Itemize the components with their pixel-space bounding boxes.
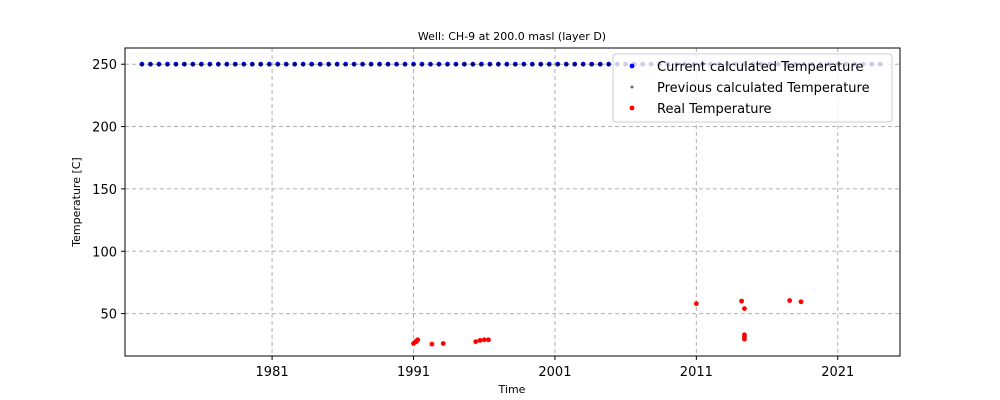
data-point <box>573 62 577 66</box>
data-point <box>369 62 373 66</box>
x-tick-label: 2021 <box>821 365 854 380</box>
data-point <box>739 298 745 304</box>
data-point <box>454 62 458 66</box>
data-point <box>505 62 509 66</box>
data-point <box>437 62 441 66</box>
x-axis-ticks: 1981 1991 2001 2011 2021 <box>256 356 854 380</box>
data-point <box>318 62 322 66</box>
data-point <box>581 62 585 66</box>
data-point <box>233 62 237 66</box>
data-point <box>539 62 543 66</box>
x-axis-label: Time <box>498 383 526 396</box>
data-point <box>140 62 144 66</box>
data-point <box>742 306 747 312</box>
data-point <box>259 62 263 66</box>
legend-label: Real Temperature <box>657 102 772 117</box>
y-tick-label: 100 <box>92 245 117 260</box>
data-point <box>301 62 305 66</box>
legend-marker <box>629 63 635 69</box>
data-point <box>267 62 271 66</box>
data-point <box>429 341 435 347</box>
data-point <box>225 62 229 66</box>
data-point <box>344 62 348 66</box>
data-point <box>250 62 254 66</box>
y-tick-label: 250 <box>92 58 117 73</box>
data-point <box>403 62 407 66</box>
data-point <box>440 341 446 346</box>
data-point <box>479 62 483 66</box>
y-tick-label: 150 <box>92 183 117 198</box>
data-point <box>293 62 297 66</box>
data-point <box>590 62 594 66</box>
data-point <box>352 62 356 66</box>
data-point <box>530 62 534 66</box>
data-point <box>327 62 331 66</box>
y-axis-label: Temperature [C] <box>70 157 83 247</box>
data-point <box>411 62 416 66</box>
data-point <box>473 339 479 345</box>
data-point <box>481 337 487 343</box>
legend-label: Previous calculated Temperature <box>657 81 870 96</box>
data-point <box>276 62 280 66</box>
data-point <box>486 337 491 343</box>
data-point <box>377 62 382 66</box>
data-point <box>242 62 246 66</box>
x-tick-label: 2001 <box>538 365 571 380</box>
data-point <box>488 62 492 66</box>
data-point <box>798 299 804 305</box>
y-axis-ticks: 50 100 150 200 250 <box>92 58 125 323</box>
data-point <box>335 62 339 66</box>
data-point <box>693 301 699 307</box>
data-point <box>462 62 467 66</box>
data-point <box>191 62 195 66</box>
data-point <box>598 62 602 66</box>
legend-marker <box>630 85 634 89</box>
chart-title: Well: CH-9 at 200.0 masl (layer D) <box>418 30 606 43</box>
data-point <box>208 62 212 66</box>
data-point <box>199 62 203 66</box>
data-point <box>394 62 399 66</box>
data-point <box>556 62 560 66</box>
data-point <box>564 62 568 66</box>
legend-label: Current calculated Temperature <box>657 60 863 75</box>
data-point <box>174 62 178 66</box>
x-tick-label: 2011 <box>680 365 713 380</box>
data-point <box>360 62 365 66</box>
legend-marker <box>629 105 635 111</box>
data-point <box>284 62 288 66</box>
data-point <box>742 336 747 342</box>
data-point <box>428 62 433 66</box>
data-point <box>310 62 314 66</box>
data-point <box>165 62 170 66</box>
data-point <box>216 62 220 66</box>
data-point <box>386 62 390 66</box>
data-point <box>413 339 419 345</box>
data-point <box>445 62 450 66</box>
y-tick-label: 50 <box>100 308 117 323</box>
legend-box <box>612 53 893 123</box>
data-point <box>471 62 475 66</box>
data-point <box>148 62 153 66</box>
plot-frame <box>124 47 901 357</box>
legend: Current calculated Temperature Previous c… <box>612 53 893 123</box>
data-point <box>522 62 526 66</box>
data-point <box>607 62 611 66</box>
x-tick-label: 1981 <box>256 365 289 380</box>
data-point <box>182 62 186 66</box>
x-tick-label: 1991 <box>397 365 430 380</box>
data-point <box>547 62 551 66</box>
data-point <box>157 62 161 66</box>
y-tick-label: 200 <box>92 121 117 136</box>
data-point <box>513 62 517 66</box>
data-point <box>477 338 483 343</box>
data-point <box>496 62 500 66</box>
data-point <box>420 62 424 66</box>
data-point <box>787 298 793 303</box>
series-3 <box>411 298 804 347</box>
